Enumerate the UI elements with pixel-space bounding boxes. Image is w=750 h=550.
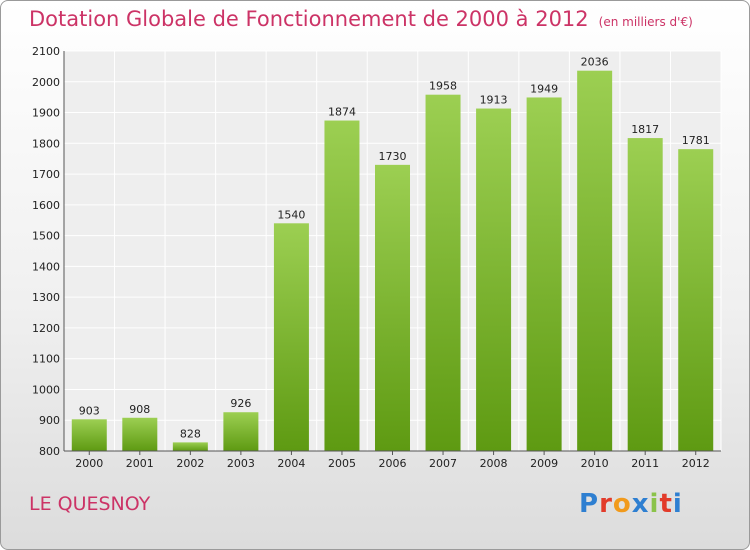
y-tick-label: 1500: [32, 230, 60, 243]
data-label-2008: 1913: [480, 94, 508, 107]
y-tick-label: 900: [39, 414, 60, 427]
bar-2012: [678, 149, 714, 451]
chart-title: Dotation Globale de Fonctionnement de 20…: [29, 7, 693, 31]
chart-subtitle: (en milliers d'€): [598, 15, 693, 29]
bar-2000: [71, 419, 107, 451]
x-tick-label-2012: 2012: [682, 457, 710, 470]
y-tick-label: 2000: [32, 76, 60, 89]
y-tick-label: 800: [39, 445, 60, 458]
data-label-2011: 1817: [631, 123, 659, 136]
bar-2008: [476, 108, 512, 452]
bar-2005: [324, 120, 360, 452]
x-tick-label-2007: 2007: [429, 457, 457, 470]
bar-2001: [122, 417, 158, 451]
y-tick-label: 1200: [32, 322, 60, 335]
x-tick-label-2008: 2008: [480, 457, 508, 470]
data-label-2012: 1781: [682, 134, 710, 147]
y-tick-label: 1300: [32, 291, 60, 304]
y-tick-label: 1800: [32, 137, 60, 150]
data-label-2002: 828: [180, 427, 201, 440]
bar-2003: [223, 412, 259, 451]
data-label-2009: 1949: [530, 82, 558, 95]
data-label-2007: 1958: [429, 80, 457, 93]
y-tick-label: 1700: [32, 168, 60, 181]
y-tick-label: 1900: [32, 107, 60, 120]
bar-2007: [425, 94, 461, 451]
x-tick-label-2005: 2005: [328, 457, 356, 470]
x-tick-label-2011: 2011: [631, 457, 659, 470]
bar-2011: [627, 138, 663, 452]
data-label-2003: 926: [230, 397, 251, 410]
proxiti-logo[interactable]: Proxiti: [579, 489, 683, 519]
bar-2009: [526, 97, 562, 451]
y-tick-label: 1600: [32, 199, 60, 212]
x-tick-label-2001: 2001: [126, 457, 154, 470]
data-label-2004: 1540: [277, 208, 305, 221]
y-tick-label: 1000: [32, 383, 60, 396]
x-tick-label-2000: 2000: [75, 457, 103, 470]
x-tick-label-2004: 2004: [277, 457, 305, 470]
data-label-2010: 2036: [581, 56, 609, 69]
data-label-2000: 903: [79, 404, 100, 417]
x-tick-label-2003: 2003: [227, 457, 255, 470]
x-tick-label-2009: 2009: [530, 457, 558, 470]
bar-2004: [273, 223, 309, 451]
data-label-2001: 908: [129, 403, 150, 416]
x-tick-label-2006: 2006: [379, 457, 407, 470]
bar-2010: [577, 70, 613, 451]
bar-2006: [375, 164, 410, 451]
data-label-2006: 1730: [379, 150, 407, 163]
bar-2002: [172, 442, 208, 451]
data-label-2005: 1874: [328, 106, 356, 119]
x-tick-label-2002: 2002: [176, 457, 204, 470]
city-name: LE QUESNOY: [29, 493, 151, 515]
y-tick-label: 1400: [32, 260, 60, 273]
y-tick-label: 2100: [32, 45, 60, 58]
y-tick-label: 1100: [32, 353, 60, 366]
x-tick-label-2010: 2010: [581, 457, 609, 470]
